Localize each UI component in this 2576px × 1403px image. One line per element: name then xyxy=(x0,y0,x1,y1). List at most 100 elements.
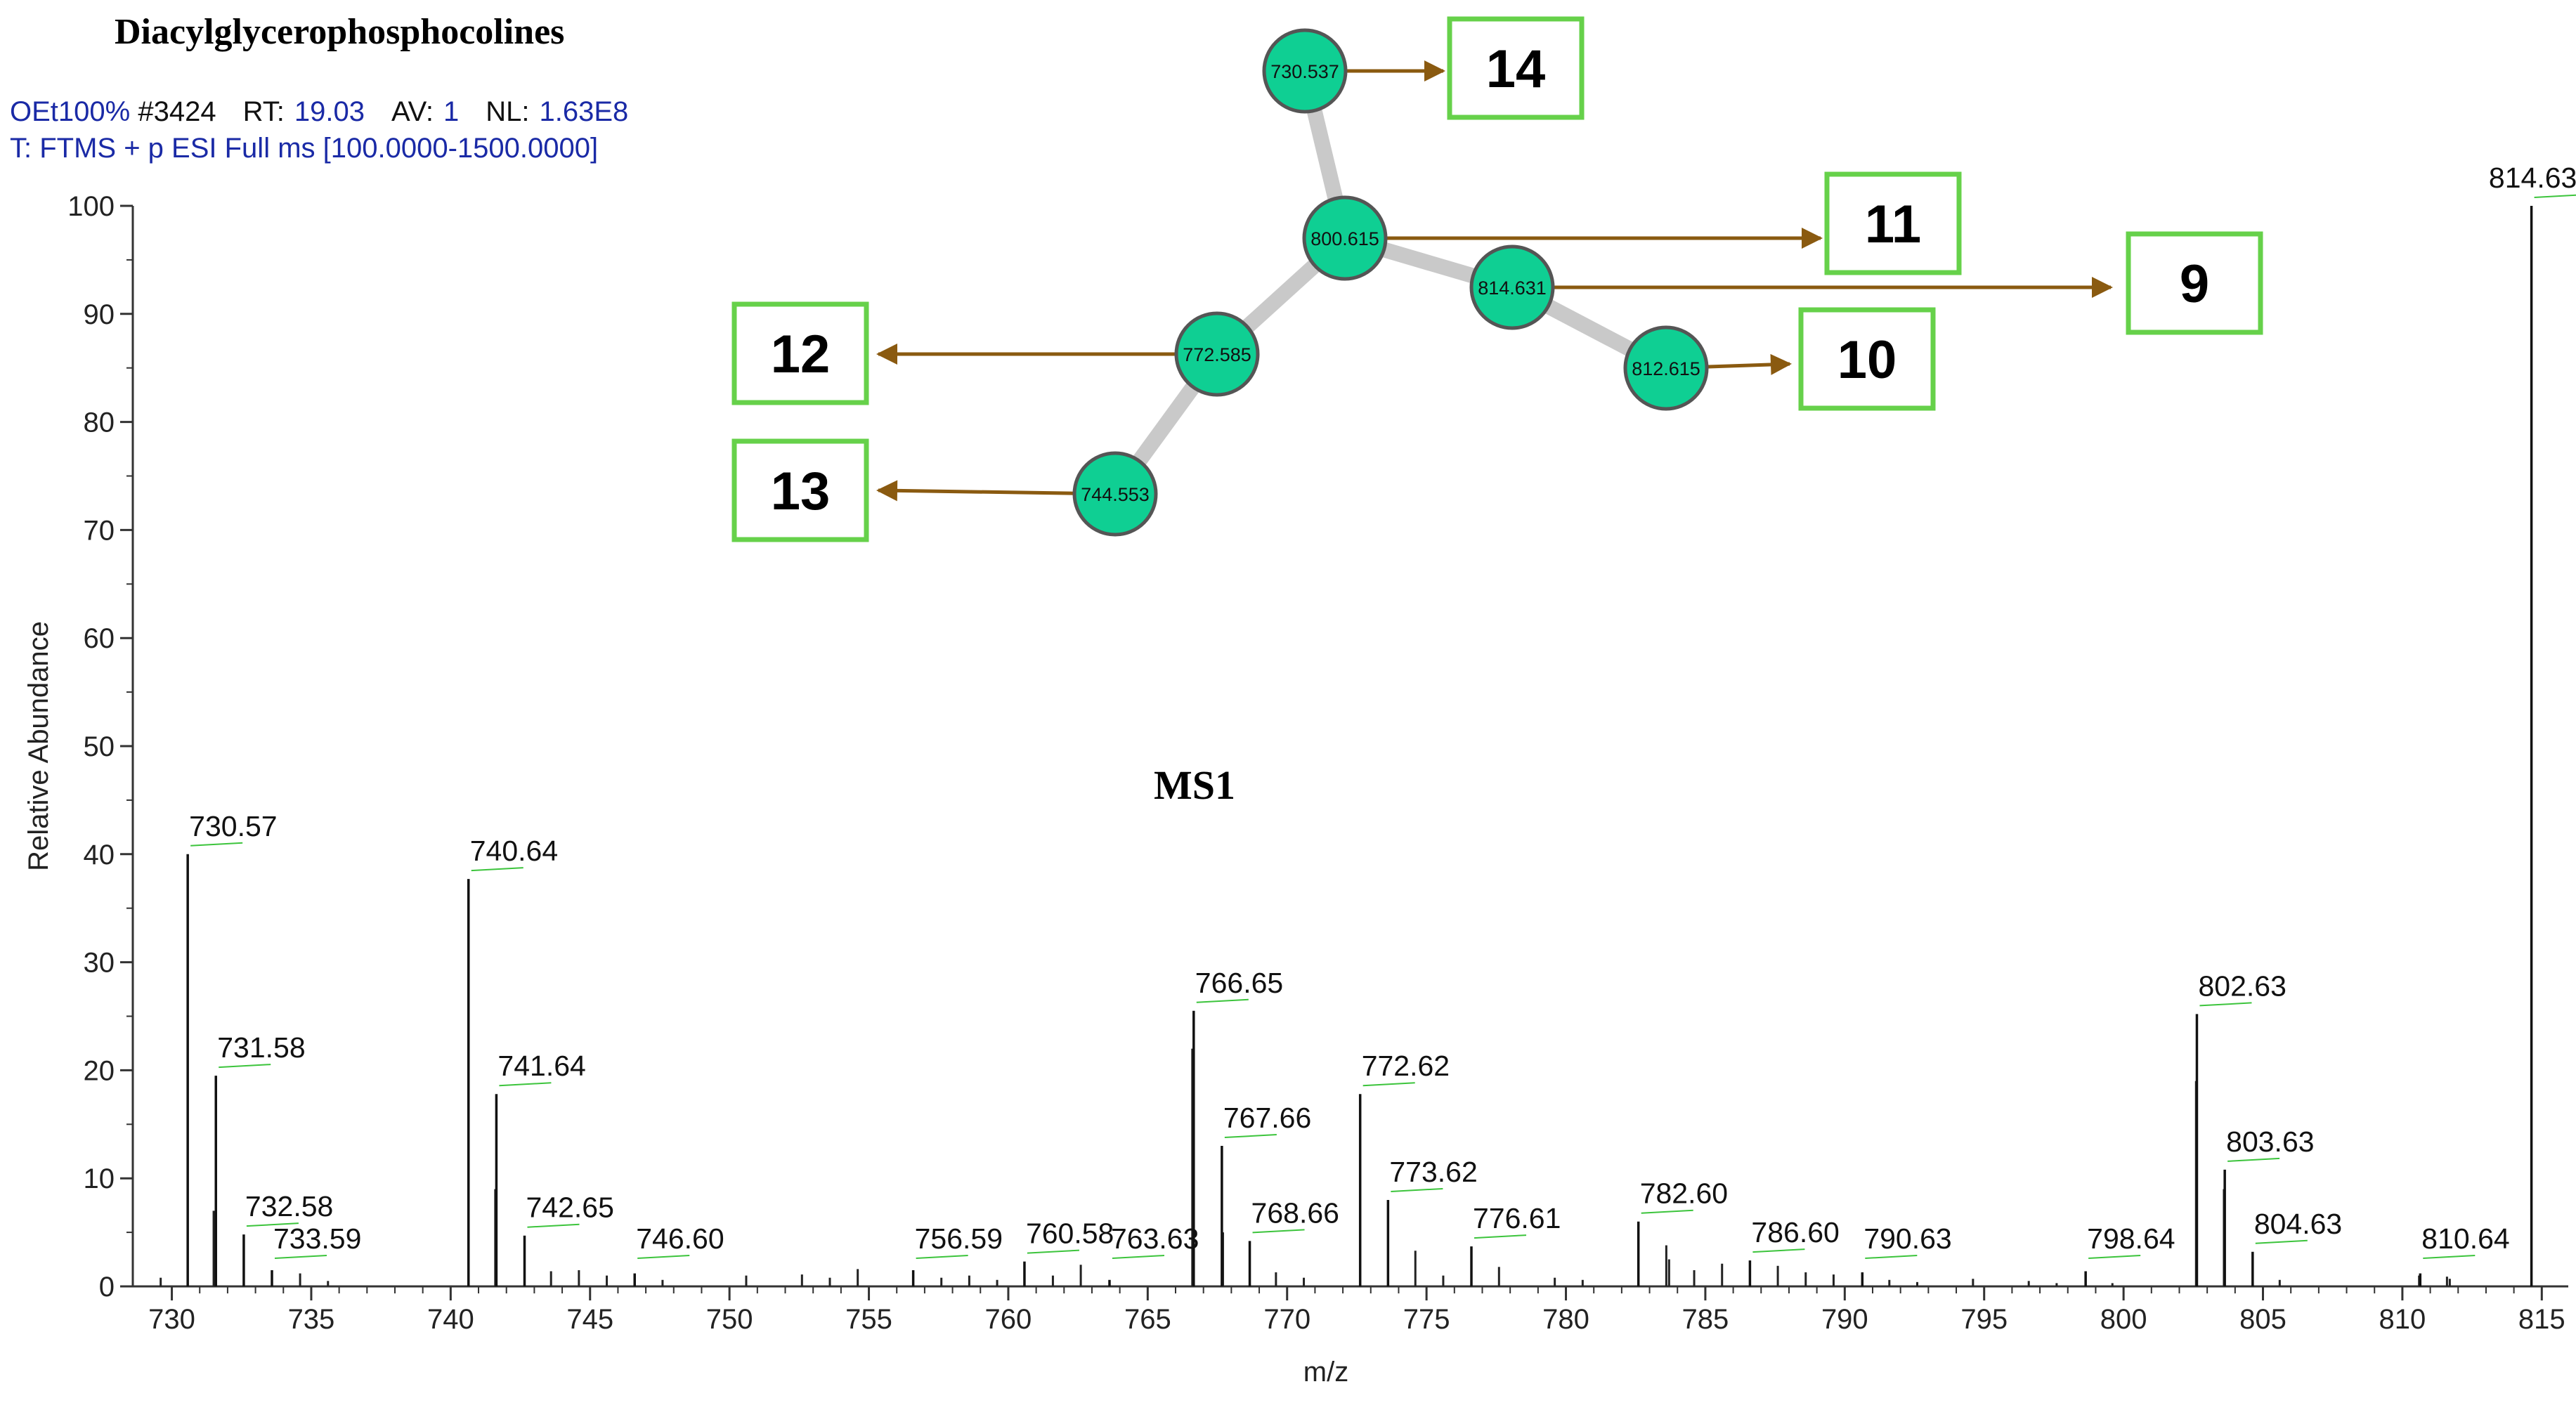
peak-label-tick xyxy=(1224,1134,1277,1139)
x-tick-label: 740 xyxy=(427,1304,474,1335)
compound-number: 14 xyxy=(1486,39,1546,99)
nl-value: 1.63E8 xyxy=(539,96,628,127)
y-tick-label: 90 xyxy=(84,299,115,330)
peak-label-tick xyxy=(1252,1229,1305,1234)
x-tick-label: 745 xyxy=(566,1304,613,1335)
compound-number: 11 xyxy=(1865,195,1921,254)
peak-label-tick xyxy=(1391,1187,1443,1192)
x-tick-label: 785 xyxy=(1682,1304,1729,1335)
network-node-label: 814.631 xyxy=(1478,278,1547,299)
peak-label-tick xyxy=(246,1222,299,1227)
nl-key: NL: xyxy=(486,96,529,127)
peak-label: 742.65 xyxy=(526,1192,613,1224)
peak-label-tick xyxy=(274,1255,327,1259)
peak-label: 798.64 xyxy=(2087,1222,2175,1255)
network-node xyxy=(1262,28,1348,114)
peak-label-tick xyxy=(637,1255,690,1259)
scan-header-line1: OEt100% #3424 RT: 19.03 AV: 1 NL: 1.63E8 xyxy=(10,96,628,127)
peak-label-tick xyxy=(1474,1234,1527,1239)
peak-label-tick xyxy=(2423,1255,2476,1259)
peak-label: 740.64 xyxy=(470,835,558,867)
x-tick-label: 815 xyxy=(2518,1304,2565,1335)
peak-label-tick xyxy=(1196,998,1249,1003)
ms1-annotation: MS1 xyxy=(1154,762,1235,808)
y-tick-label: 80 xyxy=(84,407,115,438)
y-tick-label: 20 xyxy=(84,1055,115,1086)
x-tick-label: 760 xyxy=(985,1304,1032,1335)
av-value: 1 xyxy=(443,96,459,127)
peak-label: 782.60 xyxy=(1640,1177,1728,1210)
scan-header-line2: T: FTMS + p ESI Full ms [100.0000-1500.0… xyxy=(10,133,598,164)
x-tick-label: 805 xyxy=(2239,1304,2286,1335)
x-tick-label: 800 xyxy=(2100,1304,2147,1335)
network-node xyxy=(1302,195,1388,281)
peak-label: 804.63 xyxy=(2254,1208,2342,1240)
peak-label: 790.63 xyxy=(1863,1222,1951,1255)
x-ticks: 730 735 740 745 750 755 760 765 770 775 780 785 790 7… xyxy=(148,1286,2565,1335)
peak-label: 802.63 xyxy=(2198,970,2286,1002)
peak-label: 730.57 xyxy=(189,810,277,842)
compound-number: 13 xyxy=(771,462,831,521)
peak-label: 776.61 xyxy=(1473,1202,1561,1234)
peak-label: 763.63 xyxy=(1111,1222,1199,1255)
compound-box xyxy=(731,301,869,405)
x-tick-label: 750 xyxy=(706,1304,753,1335)
peak-label: 760.58 xyxy=(1026,1218,1114,1250)
y-tick-label: 50 xyxy=(84,731,115,762)
x-tick-label: 795 xyxy=(1960,1304,2008,1335)
y-tick-label: 60 xyxy=(84,623,115,654)
peak-label: 786.60 xyxy=(1751,1216,1839,1248)
compound-box xyxy=(2126,231,2263,335)
peak-label-tick xyxy=(1027,1249,1080,1254)
y-tick-label: 30 xyxy=(84,948,115,979)
y-tick-label: 100 xyxy=(67,191,115,222)
network-node xyxy=(1623,325,1709,411)
peak-label: 803.63 xyxy=(2226,1125,2314,1158)
x-tick-label: 780 xyxy=(1542,1304,1589,1335)
peak-label: 768.66 xyxy=(1251,1196,1339,1229)
x-tick-label: 810 xyxy=(2379,1304,2426,1335)
peak-label-tick xyxy=(2088,1255,2141,1259)
peak-label: 766.65 xyxy=(1195,967,1283,999)
x-tick-label: 755 xyxy=(845,1304,892,1335)
peak-label: 772.62 xyxy=(1362,1050,1450,1082)
x-axis-label: m/z xyxy=(1303,1357,1348,1388)
compound-box xyxy=(1824,171,1962,275)
y-ticks: 0 10 20 30 40 50 60 70 80 90 100 xyxy=(67,191,133,1303)
scan-prefix: OEt100% xyxy=(10,96,138,127)
network-node-label: 744.553 xyxy=(1081,484,1150,505)
axes xyxy=(131,206,2568,1288)
peak-label-tick xyxy=(219,1064,271,1069)
network-node-label: 800.615 xyxy=(1310,228,1379,249)
peak-label-tick xyxy=(916,1255,968,1259)
x-tick-label: 775 xyxy=(1403,1304,1450,1335)
network-node xyxy=(1072,451,1158,537)
network-node-label: 772.585 xyxy=(1183,344,1251,365)
molecular-network: 730.537 800.615 814.631 812.615 772.585 744.5… xyxy=(731,16,2263,542)
peak-label-tick xyxy=(2227,1157,2280,1162)
peak-label: 810.64 xyxy=(2421,1222,2509,1255)
x-tick-label: 730 xyxy=(148,1304,195,1335)
network-node xyxy=(1469,244,1555,330)
network-node-label: 730.537 xyxy=(1270,61,1339,82)
peak-label-tick xyxy=(1641,1209,1693,1214)
compound-box xyxy=(1798,307,1936,411)
peak-label: 814.63 xyxy=(2489,162,2576,194)
peak-label: 767.66 xyxy=(1223,1102,1311,1134)
peak-label-tick xyxy=(499,1082,552,1087)
peak-label: 773.62 xyxy=(1389,1156,1477,1188)
y-tick-label: 10 xyxy=(84,1163,115,1194)
peak-label-tick xyxy=(1752,1248,1805,1253)
peak-label-tick xyxy=(471,867,523,872)
peak-label-tick xyxy=(527,1223,580,1228)
peak-label-tick xyxy=(190,842,243,847)
peak-label: 731.58 xyxy=(217,1031,305,1064)
compound-number: 10 xyxy=(1837,330,1897,390)
compound-box xyxy=(731,438,869,542)
peak-label-tick xyxy=(1865,1255,1918,1259)
x-tick-label: 765 xyxy=(1124,1304,1171,1335)
peak-label: 756.59 xyxy=(915,1222,1003,1255)
x-tick-label: 770 xyxy=(1263,1304,1310,1335)
